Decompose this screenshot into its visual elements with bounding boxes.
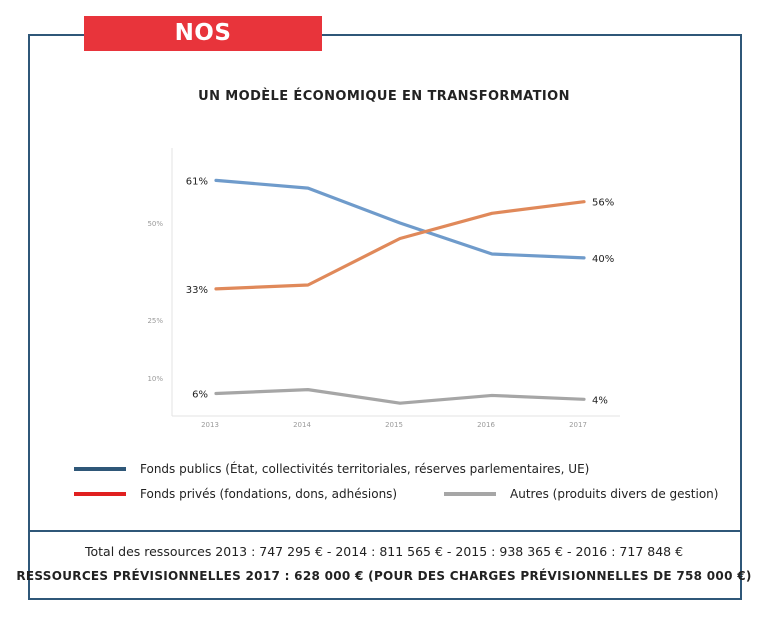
end-value-label: 40% (592, 254, 614, 265)
forecast-text: RESSOURCES PRÉVISIONNELLES 2017 : 628 00… (16, 569, 752, 583)
legend-label: Fonds publics (État, collectivités terri… (140, 462, 590, 476)
x-tick-label: 2013 (201, 421, 219, 429)
legend-item: Fonds publics (État, collectivités terri… (74, 462, 589, 476)
end-value-label: 56% (592, 198, 614, 209)
legend-swatch (74, 467, 126, 471)
chart-title: UN MODÈLE ÉCONOMIQUE EN TRANSFORMATION (198, 89, 570, 104)
end-value-label: 4% (592, 395, 608, 406)
legend-swatch (74, 492, 126, 496)
series-line-2 (214, 388, 586, 405)
chart-axes: 10% 25% 50% 2013 2014 2015 2016 2017 (147, 148, 620, 429)
y-tick-label: 50% (147, 220, 163, 228)
x-tick-label: 2014 (293, 421, 311, 429)
start-value-label: 33% (186, 285, 208, 296)
start-value-label: 61% (186, 176, 208, 187)
legend-label: Autres (produits divers de gestion) (510, 487, 719, 501)
y-tick-label: 25% (147, 317, 163, 325)
x-tick-label: 2015 (385, 421, 403, 429)
x-tick-label: 2016 (477, 421, 495, 429)
chart-labels: 61% 40% 33% 56% 6% 4% (186, 176, 614, 406)
start-value-label: 6% (192, 390, 208, 401)
legend-item: Autres (produits divers de gestion) (444, 487, 718, 501)
legend-item: Fonds privés (fondations, dons, adhésion… (74, 487, 397, 501)
legend-swatch (444, 492, 496, 496)
totals-text: Total des ressources 2013 : 747 295 € - … (84, 544, 684, 559)
chart-lines (214, 178, 586, 405)
content-frame (28, 34, 742, 600)
legend-label: Fonds privés (fondations, dons, adhésion… (140, 487, 398, 501)
x-tick-label: 2017 (569, 421, 587, 429)
footer-divider (30, 530, 740, 532)
y-tick-label: 10% (147, 375, 163, 383)
series-line-1 (214, 200, 586, 291)
section-badge: NOS RESSOURCES (84, 16, 322, 81)
series-line-0 (214, 178, 586, 260)
